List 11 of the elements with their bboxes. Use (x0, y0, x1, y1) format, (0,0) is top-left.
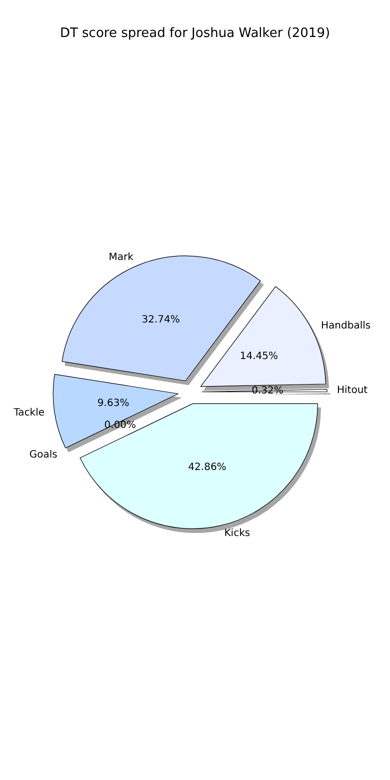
slice-label: Hitout (336, 385, 368, 396)
slice-label: Handballs (321, 320, 371, 332)
slice-label: Mark (108, 252, 134, 264)
data-label: 9.63% (97, 398, 130, 409)
data-label: 42.86% (188, 462, 226, 474)
category-label: Goals (29, 449, 58, 460)
slice-label: Tackle (12, 408, 45, 419)
data-label: 14.45% (240, 351, 278, 362)
data-label: 32.74% (142, 314, 180, 326)
chart-title: DT score spread for Joshua Walker (2019) (60, 26, 330, 41)
slice-label: Kicks (224, 528, 250, 539)
